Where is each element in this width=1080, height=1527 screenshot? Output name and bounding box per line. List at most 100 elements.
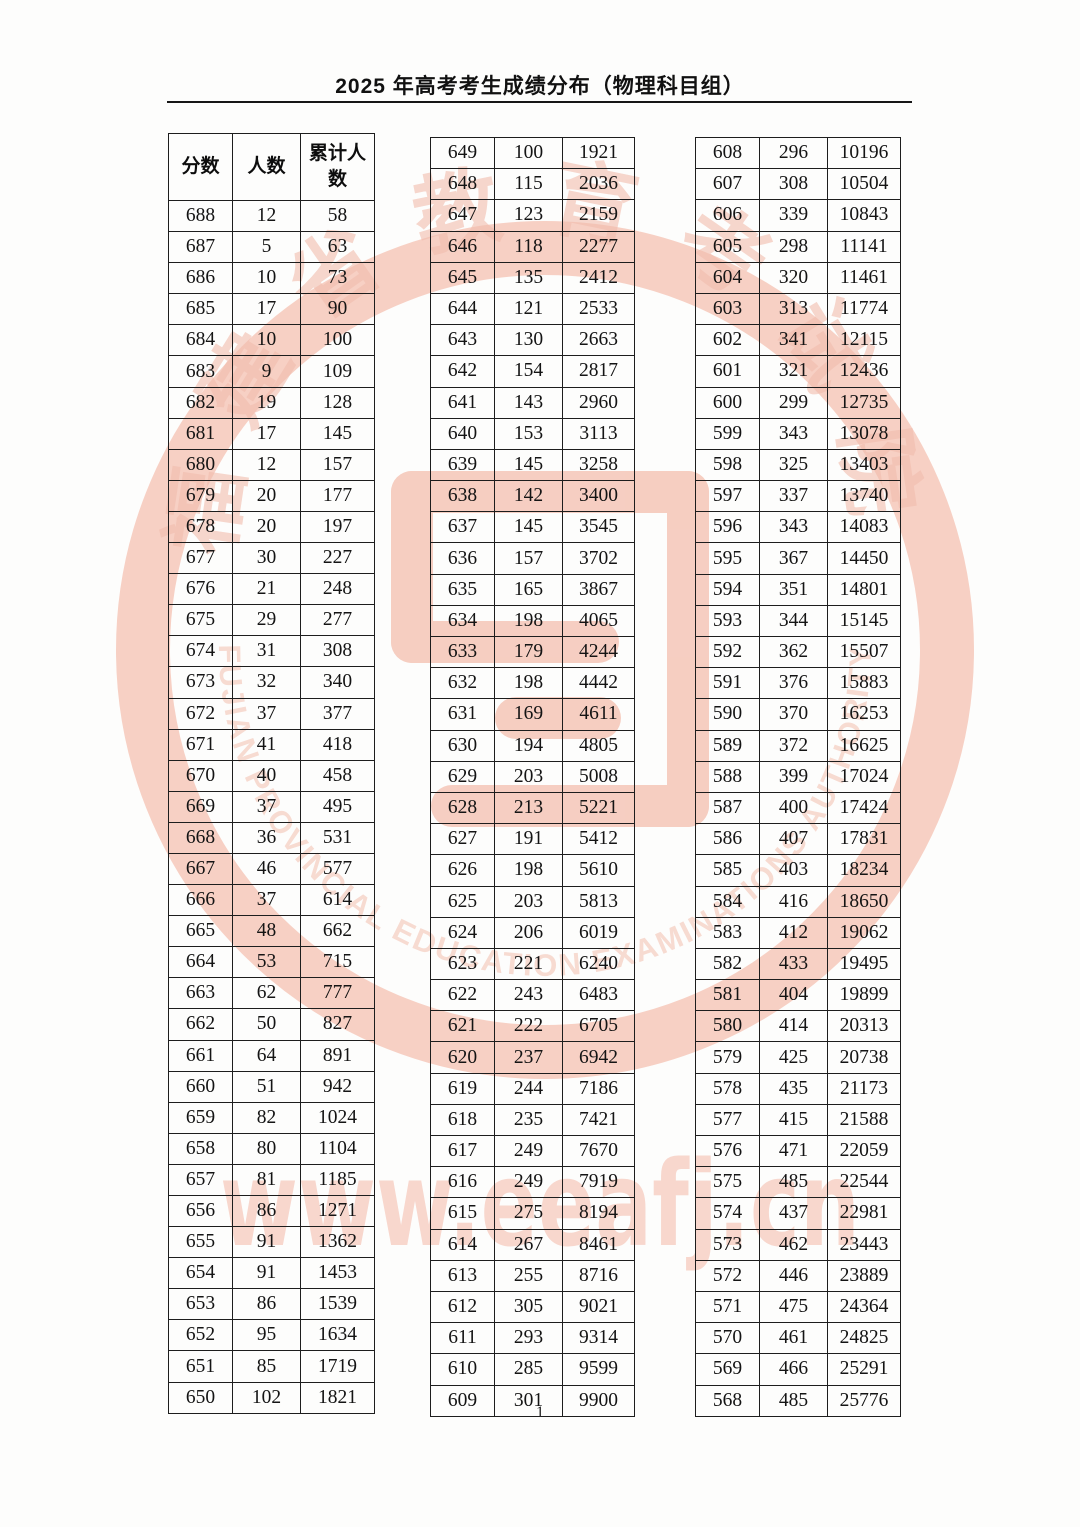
- table-cell: 404: [759, 979, 828, 1012]
- table-cell: 574: [695, 1197, 760, 1230]
- table-cell: 285: [494, 1353, 563, 1386]
- table-cell: 594: [695, 573, 760, 606]
- table-cell: 609: [430, 1384, 495, 1417]
- table-row: 644 121 2533: [430, 292, 635, 326]
- table-cell: 575: [695, 1166, 760, 1199]
- table-cell: 313: [759, 292, 828, 326]
- title-divider: [167, 101, 912, 104]
- table-cell: 6483: [562, 979, 635, 1012]
- table-row: 577 415 21588: [695, 1103, 901, 1137]
- table-cell: 627: [430, 823, 495, 856]
- table-cell: 7421: [562, 1103, 635, 1137]
- table-cell: 24364: [827, 1290, 901, 1324]
- table-cell: 227: [300, 542, 375, 575]
- table-cell: 654: [168, 1257, 233, 1290]
- table-cell: 18234: [827, 854, 901, 887]
- table-cell: 715: [300, 946, 375, 979]
- table-cell: 678: [168, 510, 233, 544]
- table-cell: 81: [232, 1163, 301, 1197]
- header-score: 分数: [168, 133, 233, 201]
- table-cell: 461: [759, 1322, 828, 1355]
- page-number: 1: [536, 1404, 544, 1421]
- table-row: 617 249 7670: [430, 1134, 635, 1168]
- table-cell: 135: [494, 261, 563, 294]
- table-cell: 36: [232, 821, 301, 854]
- table-row: 647 123 2159: [430, 199, 635, 232]
- table-cell: 644: [430, 292, 495, 326]
- table-row: 630 194 4805: [430, 729, 635, 762]
- table-cell: 22544: [827, 1166, 901, 1199]
- table-row: 626 198 5610: [430, 854, 635, 887]
- table-cell: 53: [232, 946, 301, 979]
- table-cell: 3258: [562, 448, 635, 482]
- table-row: 634 198 4065: [430, 604, 635, 638]
- table-cell: 339: [759, 199, 828, 232]
- table-cell: 435: [759, 1072, 828, 1105]
- table-row: 635 165 3867: [430, 573, 635, 606]
- table-row: 571 475 24364: [695, 1290, 901, 1324]
- table-cell: 12735: [827, 386, 901, 419]
- table-cell: 32: [232, 666, 301, 699]
- table-cell: 648: [430, 168, 495, 201]
- table-row: 658 80 1104: [168, 1132, 375, 1165]
- table-row: 649 100 1921: [430, 136, 635, 170]
- table-row: 614 267 8461: [430, 1228, 635, 1261]
- table-cell: 370: [759, 698, 828, 731]
- table-cell: 21588: [827, 1103, 901, 1137]
- table-cell: 614: [300, 884, 375, 917]
- table-cell: 640: [430, 417, 495, 450]
- table-cell: 2533: [562, 292, 635, 326]
- table-cell: 610: [430, 1353, 495, 1386]
- table-row: 608 296 10196: [695, 136, 901, 170]
- table-cell: 652: [168, 1319, 233, 1352]
- table-cell: 580: [695, 1010, 760, 1043]
- table-row: 664 53 715: [168, 946, 375, 979]
- table-row: 618 235 7421: [430, 1103, 635, 1137]
- table-cell: 591: [695, 667, 760, 700]
- table-row: 654 91 1453: [168, 1257, 375, 1290]
- table-cell: 23889: [827, 1259, 901, 1292]
- table-cell: 86: [232, 1288, 301, 1321]
- table-row: 580 414 20313: [695, 1010, 901, 1043]
- table-cell: 655: [168, 1226, 233, 1259]
- table-row: 613 255 8716: [430, 1259, 635, 1292]
- table-cell: 2412: [562, 261, 635, 294]
- table-row: 633 179 4244: [430, 635, 635, 669]
- table-cell: 344: [759, 604, 828, 638]
- table-row: 590 370 16253: [695, 698, 901, 731]
- table-cell: 596: [695, 511, 760, 544]
- table-cell: 616: [430, 1166, 495, 1199]
- table-cell: 244: [494, 1072, 563, 1105]
- table-cell: 255: [494, 1259, 563, 1292]
- table-cell: 86: [232, 1194, 301, 1228]
- table-cell: 1921: [562, 136, 635, 170]
- table-cell: 611: [430, 1322, 495, 1355]
- table-cell: 3545: [562, 511, 635, 544]
- table-cell: 293: [494, 1322, 563, 1355]
- table-cell: 123: [494, 199, 563, 232]
- table-cell: 667: [168, 852, 233, 886]
- table-row: 576 471 22059: [695, 1134, 901, 1168]
- table-row: 677 30 227: [168, 542, 375, 575]
- table-cell: 606: [695, 199, 760, 232]
- table-row: 680 12 157: [168, 448, 375, 481]
- table-cell: 569: [695, 1353, 760, 1386]
- table-cell: 9: [232, 355, 301, 388]
- table-cell: 10843: [827, 199, 901, 232]
- table-row: 636 157 3702: [430, 542, 635, 575]
- table-row: 679 20 177: [168, 479, 375, 512]
- table-cell: 570: [695, 1322, 760, 1355]
- table-cell: 485: [759, 1166, 828, 1199]
- table-row: 593 344 15145: [695, 604, 901, 638]
- table-cell: 676: [168, 573, 233, 606]
- table-cell: 277: [300, 604, 375, 637]
- table-cell: 267: [494, 1228, 563, 1261]
- table-cell: 37: [232, 884, 301, 917]
- table-cell: 632: [430, 667, 495, 700]
- table-cell: 58: [300, 199, 375, 233]
- table-cell: 29: [232, 604, 301, 637]
- table-cell: 663: [168, 977, 233, 1010]
- table-cell: 613: [430, 1259, 495, 1292]
- table-cell: 631: [430, 698, 495, 731]
- table-cell: 4244: [562, 635, 635, 669]
